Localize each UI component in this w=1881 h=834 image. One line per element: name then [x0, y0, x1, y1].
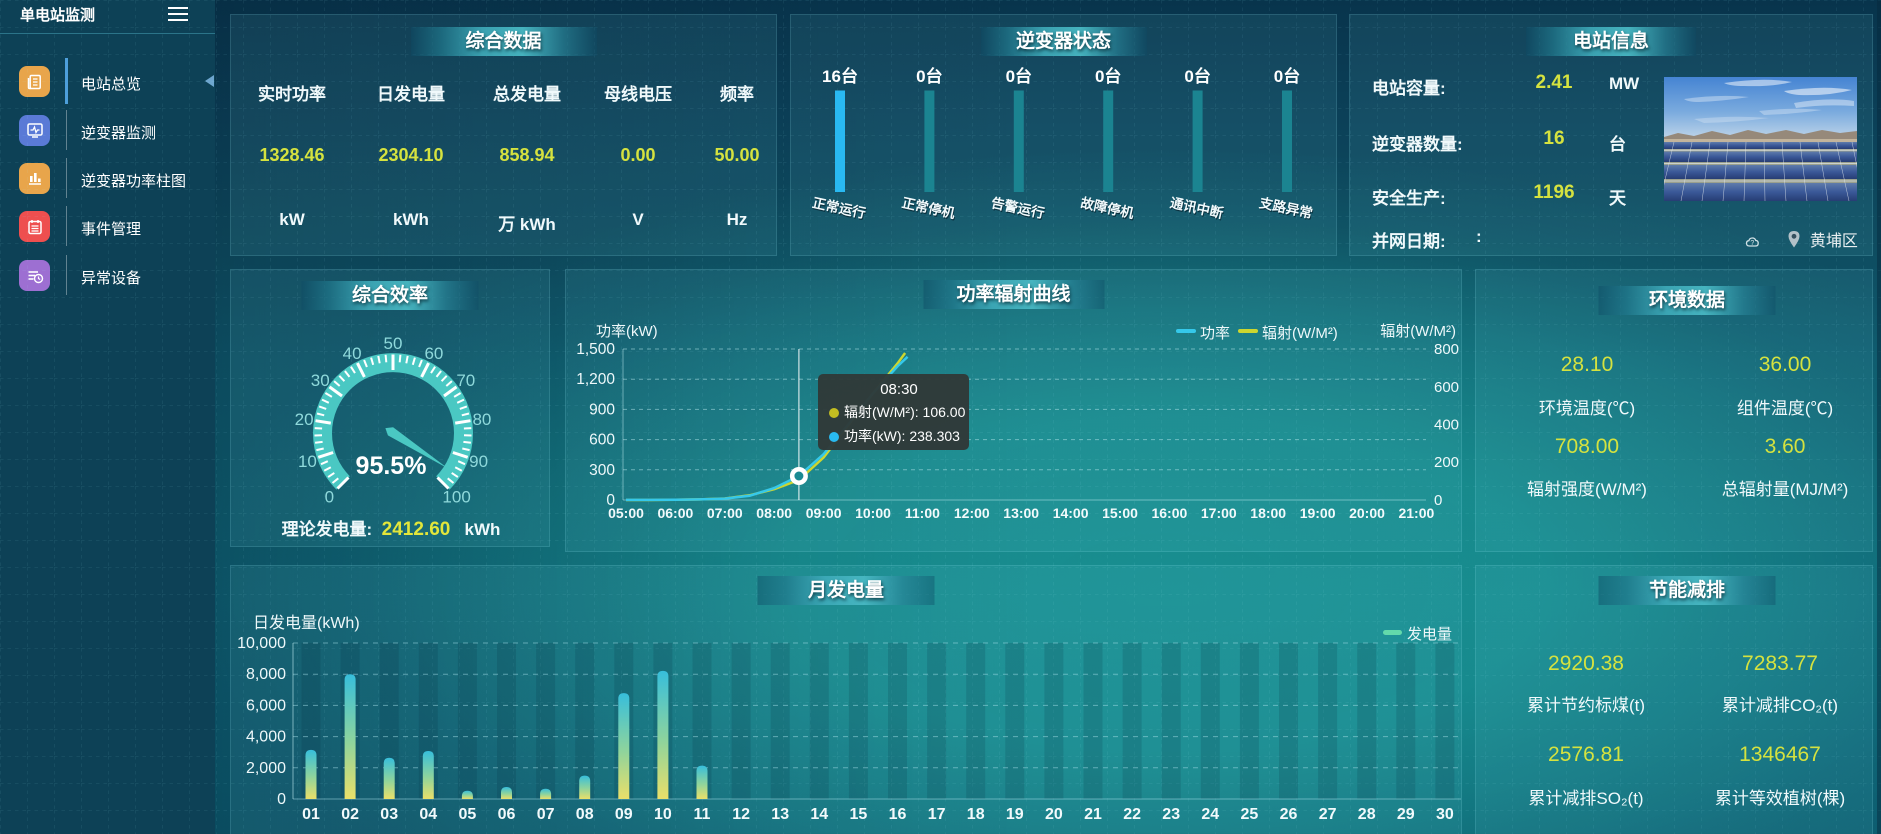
- svg-text:19: 19: [1006, 806, 1024, 823]
- svg-text:故障停机: 故障停机: [1079, 194, 1136, 221]
- svg-text:15: 15: [850, 806, 868, 823]
- svg-text:900: 900: [589, 401, 615, 418]
- svg-text:4,000: 4,000: [246, 729, 286, 746]
- svg-text:正常停机: 正常停机: [900, 194, 957, 221]
- svg-text:05: 05: [459, 806, 477, 823]
- svg-text:05:00: 05:00: [608, 505, 644, 521]
- svg-text:24: 24: [1201, 806, 1219, 823]
- svg-text:16台: 16台: [822, 66, 858, 86]
- svg-text:通讯中断: 通讯中断: [1169, 194, 1226, 221]
- svg-text:16:00: 16:00: [1151, 505, 1187, 521]
- svg-text:0: 0: [1434, 492, 1442, 509]
- svg-text:200: 200: [1434, 454, 1459, 471]
- svg-text:22: 22: [1123, 806, 1141, 823]
- svg-text:23: 23: [1162, 806, 1180, 823]
- svg-text:70: 70: [456, 371, 475, 390]
- svg-text:80: 80: [472, 410, 491, 429]
- svg-text:300: 300: [589, 462, 615, 479]
- svg-text:28: 28: [1358, 806, 1376, 823]
- svg-text:支路异常: 支路异常: [1257, 194, 1314, 221]
- svg-text:13:00: 13:00: [1003, 505, 1039, 521]
- svg-text:0台: 0台: [1184, 66, 1210, 86]
- svg-text:08:00: 08:00: [756, 505, 792, 521]
- svg-text:20: 20: [1045, 806, 1063, 823]
- svg-text:辐射(W/M²): 辐射(W/M²): [1380, 323, 1456, 340]
- svg-text:13: 13: [771, 806, 789, 823]
- svg-text:90: 90: [469, 452, 488, 471]
- svg-text:30: 30: [1436, 806, 1454, 823]
- svg-text:11: 11: [694, 806, 711, 823]
- svg-text:0: 0: [277, 791, 286, 808]
- svg-text:?: ?: [1750, 240, 1754, 247]
- svg-text:0: 0: [606, 492, 615, 509]
- svg-text:8,000: 8,000: [246, 666, 286, 683]
- svg-text:25: 25: [1241, 806, 1259, 823]
- svg-text:发电量: 发电量: [1407, 626, 1452, 643]
- svg-text:600: 600: [1434, 379, 1459, 396]
- svg-text:15:00: 15:00: [1102, 505, 1138, 521]
- svg-text:21:00: 21:00: [1398, 505, 1434, 521]
- svg-text:正常运行: 正常运行: [811, 194, 868, 221]
- svg-text:11:00: 11:00: [905, 505, 940, 521]
- svg-text:800: 800: [1434, 341, 1459, 358]
- svg-text:06: 06: [498, 806, 516, 823]
- svg-text:09:00: 09:00: [806, 505, 842, 521]
- svg-text:12:00: 12:00: [954, 505, 990, 521]
- svg-text:06:00: 06:00: [657, 505, 693, 521]
- svg-text:27: 27: [1319, 806, 1337, 823]
- svg-text:01: 01: [302, 806, 320, 823]
- svg-text:19:00: 19:00: [1300, 505, 1336, 521]
- svg-text:14:00: 14:00: [1053, 505, 1089, 521]
- svg-text:10,000: 10,000: [237, 635, 286, 652]
- svg-text:0: 0: [325, 488, 334, 507]
- svg-text:09: 09: [615, 806, 633, 823]
- svg-text:40: 40: [343, 344, 362, 363]
- svg-text:14: 14: [810, 806, 828, 823]
- svg-text:16: 16: [889, 806, 907, 823]
- svg-text:告警运行: 告警运行: [990, 194, 1047, 221]
- svg-text:400: 400: [1434, 417, 1459, 434]
- svg-text:辐射(W/M²): 辐射(W/M²): [1262, 325, 1338, 342]
- svg-text:17:00: 17:00: [1201, 505, 1237, 521]
- svg-text:18: 18: [967, 806, 985, 823]
- svg-text:07: 07: [537, 806, 555, 823]
- svg-text:50: 50: [384, 334, 403, 353]
- svg-text:17: 17: [928, 806, 946, 823]
- svg-text:功率: 功率: [1200, 325, 1230, 342]
- svg-text:60: 60: [424, 344, 443, 363]
- svg-text:2,000: 2,000: [246, 760, 286, 777]
- svg-text:0台: 0台: [916, 66, 942, 86]
- svg-text:18:00: 18:00: [1250, 505, 1286, 521]
- svg-text:21: 21: [1084, 806, 1102, 823]
- svg-text:日发电量(kWh): 日发电量(kWh): [253, 614, 360, 632]
- svg-text:02: 02: [341, 806, 359, 823]
- svg-text:0台: 0台: [1006, 66, 1032, 86]
- svg-text:20:00: 20:00: [1349, 505, 1385, 521]
- svg-text:10:00: 10:00: [855, 505, 891, 521]
- svg-text:08: 08: [576, 806, 594, 823]
- svg-text:26: 26: [1280, 806, 1298, 823]
- svg-text:0台: 0台: [1274, 66, 1300, 86]
- svg-text:04: 04: [419, 806, 437, 823]
- svg-text:10: 10: [654, 806, 672, 823]
- svg-text:600: 600: [589, 432, 615, 449]
- svg-text:20: 20: [295, 410, 314, 429]
- svg-text:03: 03: [380, 806, 398, 823]
- svg-text:1,500: 1,500: [576, 341, 615, 358]
- svg-text:30: 30: [311, 371, 330, 390]
- svg-text:07:00: 07:00: [707, 505, 743, 521]
- svg-text:6,000: 6,000: [246, 697, 286, 714]
- svg-text:29: 29: [1397, 806, 1415, 823]
- svg-text:12: 12: [732, 806, 750, 823]
- svg-text:1,200: 1,200: [576, 371, 615, 388]
- svg-text:10: 10: [298, 452, 317, 471]
- svg-text:100: 100: [442, 488, 470, 507]
- svg-text:0台: 0台: [1095, 66, 1121, 86]
- svg-text:功率(kW): 功率(kW): [596, 323, 658, 340]
